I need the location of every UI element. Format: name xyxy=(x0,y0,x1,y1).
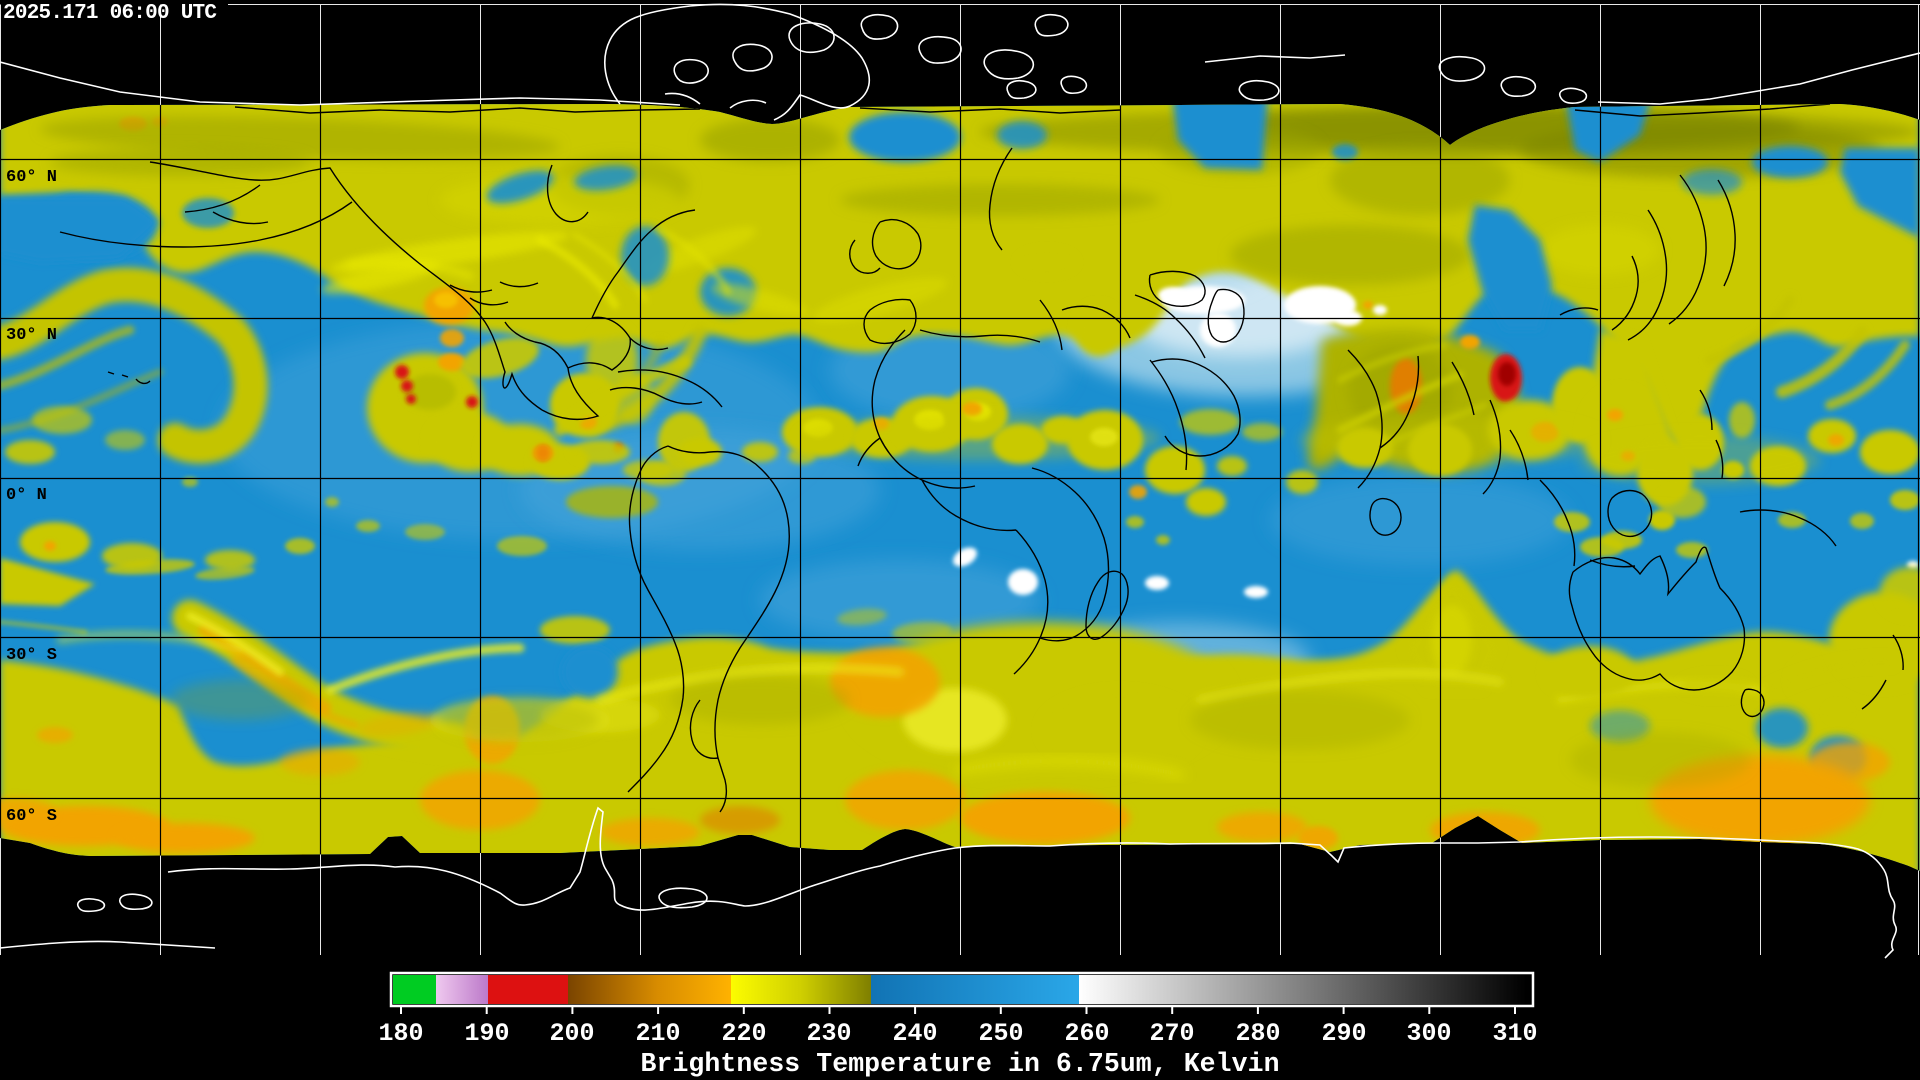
svg-text:300: 300 xyxy=(1406,1019,1451,1048)
svg-text:190: 190 xyxy=(464,1019,509,1048)
svg-text:60° S: 60° S xyxy=(6,807,57,826)
svg-text:260: 260 xyxy=(1064,1019,1109,1048)
svg-text:250: 250 xyxy=(978,1019,1023,1048)
svg-text:220: 220 xyxy=(721,1019,766,1048)
svg-text:180: 180 xyxy=(378,1019,423,1048)
svg-text:270: 270 xyxy=(1149,1019,1194,1048)
svg-text:210: 210 xyxy=(635,1019,680,1048)
svg-text:310: 310 xyxy=(1492,1019,1537,1048)
svg-text:30° N: 30° N xyxy=(6,326,57,345)
svg-text:30° S: 30° S xyxy=(6,646,57,665)
svg-text:0° N: 0° N xyxy=(6,486,47,505)
svg-text:240: 240 xyxy=(892,1019,937,1048)
svg-text:60° N: 60° N xyxy=(6,168,57,187)
svg-text:290: 290 xyxy=(1321,1019,1366,1048)
svg-text:280: 280 xyxy=(1235,1019,1280,1048)
svg-text:Brightness Temperature in 6.75: Brightness Temperature in 6.75um, Kelvin xyxy=(641,1049,1280,1079)
svg-text:230: 230 xyxy=(806,1019,851,1048)
svg-text:2025.171 06:00 UTC: 2025.171 06:00 UTC xyxy=(3,2,217,25)
svg-text:200: 200 xyxy=(549,1019,594,1048)
